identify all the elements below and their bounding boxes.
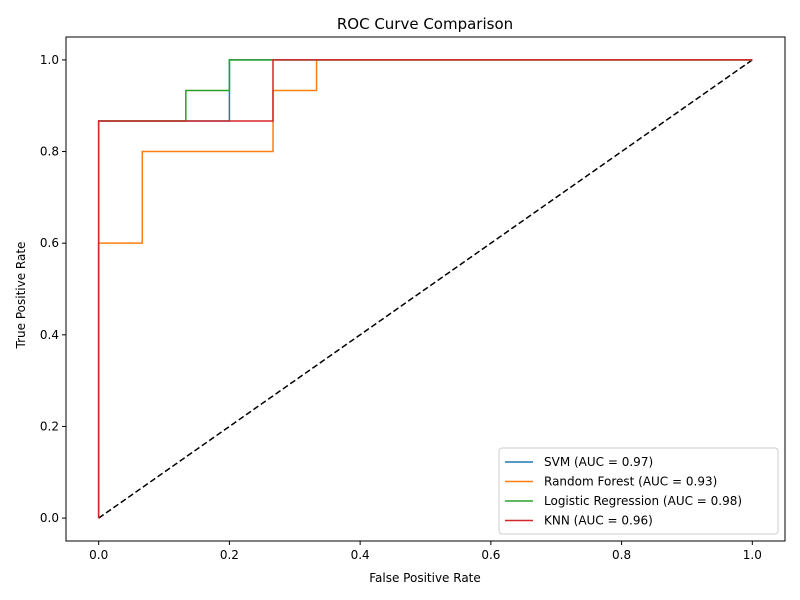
chart-title: ROC Curve Comparison [337, 15, 513, 33]
x-tick-label: 1.0 [743, 548, 762, 562]
y-tick-label: 1.0 [40, 53, 59, 67]
legend-label-1: Random Forest (AUC = 0.93) [544, 475, 717, 489]
legend-label-2: Logistic Regression (AUC = 0.98) [544, 494, 742, 508]
series-line-1 [97, 59, 753, 519]
y-tick-label: 0.8 [40, 145, 59, 159]
y-tick-label: 0.0 [40, 511, 59, 525]
axes-frame [65, 36, 786, 542]
plot-area: 0.0 0.2 0.4 0.6 0.8 1.0 0.0 0.2 0.4 0.6 0.8 1.0 [40, 36, 786, 562]
y-tick-label: 0.6 [40, 236, 59, 250]
y-axis-label: True Positive Rate [14, 242, 28, 350]
x-tick-label: 0.2 [220, 548, 239, 562]
y-tick-label: 0.4 [40, 328, 59, 342]
chance-reference-line [98, 59, 753, 519]
y-tick-label: 0.2 [40, 419, 59, 433]
x-axis-label: False Positive Rate [369, 571, 481, 585]
x-tick-label: 0.6 [481, 548, 500, 562]
legend-label-0: SVM (AUC = 0.97) [544, 455, 653, 469]
legend-label-3: KNN (AUC = 0.96) [544, 514, 653, 528]
legend: SVM (AUC = 0.97) Random Forest (AUC = 0.9… [498, 447, 779, 535]
x-tick-label: 0.0 [89, 548, 108, 562]
x-tick-label: 0.4 [351, 548, 370, 562]
legend-box [498, 447, 779, 535]
series-line-3 [97, 59, 753, 519]
x-tick-label: 0.8 [612, 548, 631, 562]
